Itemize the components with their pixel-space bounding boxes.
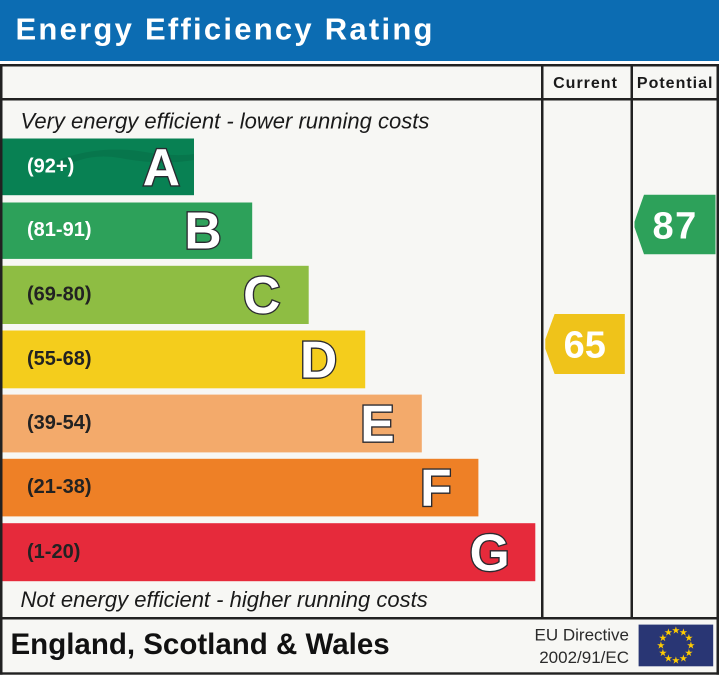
svg-text:EU Directive: EU Directive [535, 626, 629, 645]
svg-text:D: D [300, 331, 337, 389]
svg-text:Current: Current [553, 75, 618, 92]
svg-text:2002/91/EC: 2002/91/EC [539, 648, 629, 667]
svg-text:G: G [470, 523, 510, 581]
svg-text:England, Scotland & Wales: England, Scotland & Wales [11, 628, 390, 661]
svg-text:B: B [184, 202, 221, 260]
svg-text:(81-91): (81-91) [27, 219, 91, 241]
svg-text:65: 65 [564, 325, 606, 367]
svg-text:(92+): (92+) [27, 155, 74, 177]
svg-text:(21-38): (21-38) [27, 476, 91, 498]
svg-text:(1-20): (1-20) [27, 541, 80, 563]
svg-text:A: A [143, 138, 180, 196]
svg-text:(55-68): (55-68) [27, 348, 91, 370]
svg-text:87: 87 [653, 205, 698, 247]
svg-text:F: F [420, 459, 451, 517]
svg-text:Potential: Potential [637, 75, 714, 92]
svg-text:Very energy efficient - lower: Very energy efficient - lower running co… [21, 109, 430, 134]
svg-text:C: C [243, 266, 280, 324]
svg-text:(69-80): (69-80) [27, 283, 91, 305]
svg-text:E: E [360, 395, 394, 453]
svg-text:(39-54): (39-54) [27, 412, 91, 434]
svg-text:Energy Efficiency Rating: Energy Efficiency Rating [16, 12, 435, 47]
svg-text:Not energy efficient - higher: Not energy efficient - higher running co… [21, 587, 428, 612]
